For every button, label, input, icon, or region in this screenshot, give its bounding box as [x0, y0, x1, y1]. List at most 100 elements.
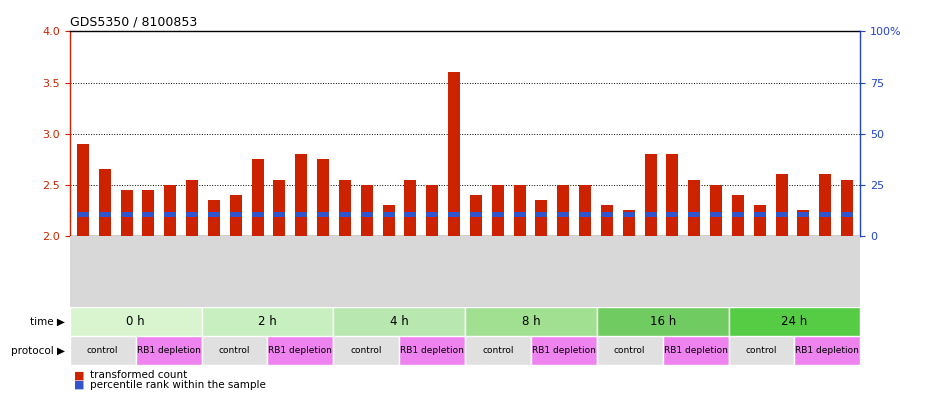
Text: ■: ■ — [74, 370, 85, 380]
Bar — [165, 185, 176, 236]
Bar — [819, 212, 831, 217]
Text: RB1 depletion: RB1 depletion — [137, 346, 201, 355]
Bar — [492, 212, 504, 217]
Text: control: control — [86, 346, 118, 355]
Bar — [230, 212, 242, 217]
Bar — [623, 212, 635, 217]
Bar — [382, 212, 394, 217]
Bar — [688, 180, 700, 236]
Bar — [513, 212, 525, 217]
Bar — [251, 212, 263, 217]
Text: GDS5350 / 8100853: GDS5350 / 8100853 — [70, 16, 197, 29]
Text: control: control — [351, 346, 382, 355]
Bar — [728, 336, 794, 365]
Bar — [186, 212, 198, 217]
Bar — [295, 212, 307, 217]
Bar — [465, 307, 597, 336]
Bar — [492, 185, 504, 236]
Bar — [819, 174, 831, 236]
Text: percentile rank within the sample: percentile rank within the sample — [90, 380, 266, 390]
Bar — [426, 212, 438, 217]
Bar — [797, 212, 809, 217]
Text: transformed count: transformed count — [90, 370, 188, 380]
Bar — [448, 212, 460, 217]
Bar — [754, 205, 765, 236]
Bar — [333, 336, 399, 365]
Bar — [711, 185, 722, 236]
Bar — [776, 174, 788, 236]
Bar — [317, 212, 329, 217]
Bar — [728, 307, 860, 336]
Bar — [711, 212, 722, 217]
Text: control: control — [614, 346, 645, 355]
Bar — [121, 212, 133, 217]
Bar — [667, 212, 679, 217]
Bar — [339, 180, 351, 236]
Text: ■: ■ — [74, 380, 85, 390]
Bar — [579, 185, 591, 236]
Bar — [273, 180, 286, 236]
Bar — [754, 212, 765, 217]
Bar — [142, 212, 154, 217]
Bar — [230, 195, 242, 236]
Bar — [601, 212, 613, 217]
Bar — [601, 205, 613, 236]
Bar — [267, 336, 333, 365]
Text: protocol ▶: protocol ▶ — [11, 346, 65, 356]
Bar — [732, 212, 744, 217]
Bar — [732, 195, 744, 236]
Bar — [399, 336, 465, 365]
Bar — [361, 185, 373, 236]
Bar — [688, 212, 700, 217]
Bar — [776, 212, 788, 217]
Bar — [597, 336, 662, 365]
Bar — [70, 307, 202, 336]
Bar — [165, 212, 176, 217]
Text: RB1 depletion: RB1 depletion — [269, 346, 332, 355]
Text: RB1 depletion: RB1 depletion — [400, 346, 464, 355]
Bar — [405, 180, 417, 236]
Text: 0 h: 0 h — [126, 315, 145, 328]
Bar — [273, 212, 286, 217]
Bar — [794, 336, 860, 365]
Bar — [405, 212, 417, 217]
Bar — [208, 212, 219, 217]
Text: 24 h: 24 h — [781, 315, 807, 328]
Bar — [121, 190, 133, 236]
Bar — [465, 336, 531, 365]
Bar — [295, 154, 307, 236]
Bar — [142, 190, 154, 236]
Bar — [536, 212, 548, 217]
Bar — [470, 195, 482, 236]
Text: control: control — [482, 346, 513, 355]
Bar — [644, 154, 657, 236]
Text: RB1 depletion: RB1 depletion — [532, 346, 596, 355]
Bar — [361, 212, 373, 217]
Bar — [662, 336, 728, 365]
Bar — [77, 212, 89, 217]
Bar — [557, 212, 569, 217]
Bar — [202, 336, 267, 365]
Bar — [426, 185, 438, 236]
Bar — [70, 336, 136, 365]
Bar — [536, 200, 548, 236]
Bar — [186, 180, 198, 236]
Bar — [531, 336, 597, 365]
Bar — [644, 212, 657, 217]
Text: time ▶: time ▶ — [30, 316, 65, 326]
Bar — [317, 159, 329, 236]
Bar — [99, 169, 111, 236]
Bar — [597, 307, 728, 336]
Bar — [623, 210, 635, 236]
Text: RB1 depletion: RB1 depletion — [795, 346, 859, 355]
Bar — [333, 307, 465, 336]
Bar — [99, 212, 111, 217]
Text: 2 h: 2 h — [258, 315, 277, 328]
Bar — [579, 212, 591, 217]
Bar — [470, 212, 482, 217]
Text: RB1 depletion: RB1 depletion — [664, 346, 727, 355]
Bar — [77, 144, 89, 236]
Bar — [251, 159, 263, 236]
Bar — [841, 180, 853, 236]
Text: 4 h: 4 h — [390, 315, 408, 328]
